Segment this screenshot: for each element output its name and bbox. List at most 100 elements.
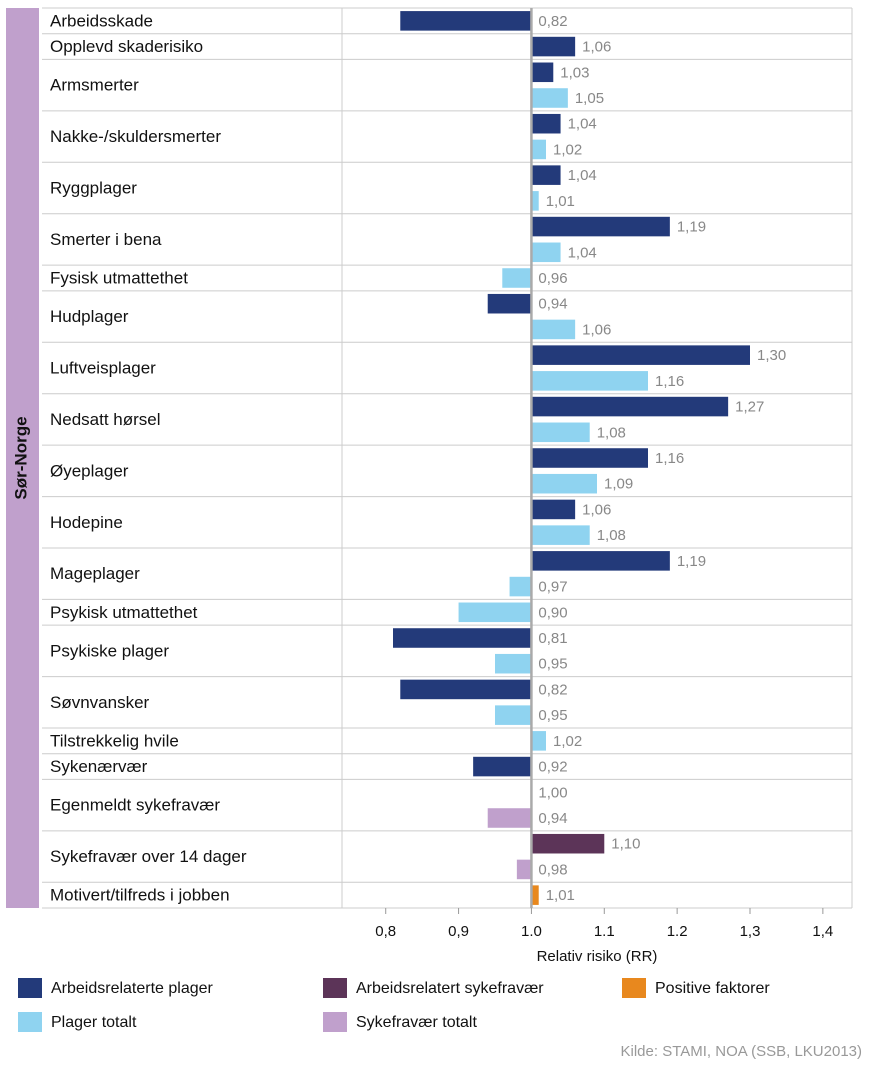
category-label: Motivert/tilfreds i jobben — [50, 886, 230, 905]
category-label: Sykefravær over 14 dager — [50, 847, 247, 866]
value-label: 1,06 — [582, 39, 611, 56]
value-label: 1,19 — [677, 553, 706, 570]
legend-swatch — [323, 978, 347, 998]
x-axis-title: Relativ risiko (RR) — [537, 948, 658, 965]
bar — [531, 62, 554, 83]
bar — [458, 602, 532, 623]
bar — [531, 422, 590, 443]
legend-label: Positive faktorer — [655, 980, 770, 997]
bar — [495, 653, 532, 674]
category-label: Tilstrekkelig hvile — [50, 731, 179, 750]
bar — [531, 396, 729, 417]
group-label: Sør-Norge — [11, 416, 30, 499]
bar — [531, 833, 605, 854]
category-label: Psykiske plager — [50, 641, 169, 660]
bar — [393, 628, 532, 648]
bar — [531, 113, 561, 134]
value-label: 0,97 — [538, 579, 567, 596]
value-label: 0,90 — [538, 604, 567, 621]
bar — [495, 705, 532, 725]
category-label: Luftveisplager — [50, 358, 156, 377]
value-label: 1,27 — [735, 399, 764, 416]
source: Kilde: STAMI, NOA (SSB, LKU2013) — [621, 1043, 862, 1060]
value-label: 1,02 — [553, 141, 582, 158]
value-label: 0,95 — [538, 707, 567, 724]
legend-swatch — [323, 1012, 347, 1032]
value-label: 1,01 — [546, 887, 575, 904]
category-label: Egenmeldt sykefravær — [50, 796, 220, 815]
bar — [509, 576, 532, 597]
value-label: 1,19 — [677, 219, 706, 236]
category-label: Ryggplager — [50, 178, 137, 197]
value-label: 1,04 — [568, 244, 597, 261]
bar — [531, 216, 670, 237]
category-label: Øyeplager — [50, 461, 129, 480]
bar — [400, 11, 532, 31]
x-tick-label: 1,3 — [740, 923, 761, 940]
value-label: 1,10 — [611, 836, 640, 853]
value-label: 1,30 — [757, 347, 786, 364]
value-label: 1,06 — [582, 501, 611, 518]
group-strip — [6, 8, 39, 908]
value-label: 0,81 — [538, 630, 567, 647]
bar — [531, 242, 561, 263]
legend-label: Plager totalt — [51, 1014, 137, 1031]
value-label: 1,08 — [597, 527, 626, 544]
category-label: Hodepine — [50, 513, 123, 532]
bar — [487, 808, 532, 828]
bar — [531, 499, 576, 520]
legend-label: Arbeidsrelaterte plager — [51, 980, 214, 997]
bar — [531, 731, 546, 751]
bar — [531, 165, 561, 185]
x-tick-label: 0,9 — [448, 923, 469, 940]
x-tick-label: 0,8 — [375, 923, 396, 940]
bar — [531, 191, 539, 211]
value-label: 0,92 — [538, 759, 567, 776]
value-label: 1,00 — [538, 784, 567, 801]
value-label: 1,16 — [655, 373, 684, 390]
category-label: Søvnvansker — [50, 693, 150, 712]
legend-swatch — [18, 1012, 42, 1032]
value-label: 1,01 — [546, 193, 575, 210]
legend-swatch — [18, 978, 42, 998]
bar — [531, 525, 590, 545]
bar — [531, 319, 576, 340]
value-label: 1,05 — [575, 90, 604, 107]
bar — [531, 88, 568, 108]
value-label: 1,04 — [568, 167, 597, 184]
category-label: Armsmerter — [50, 76, 139, 95]
bar — [531, 885, 539, 905]
category-label: Arbeidsskade — [50, 11, 153, 30]
bar — [487, 293, 532, 314]
x-tick-label: 1.1 — [594, 923, 615, 940]
value-label: 0,94 — [538, 810, 567, 827]
value-label: 1,06 — [582, 321, 611, 338]
category-label: Mageplager — [50, 564, 140, 583]
legend-label: Arbeidsrelatert sykefravær — [356, 980, 544, 997]
bar — [531, 371, 648, 391]
category-label: Psykisk utmattethet — [50, 603, 198, 622]
category-label: Sykenærvær — [50, 757, 148, 776]
category-label: Opplevd skaderisiko — [50, 37, 203, 56]
legend-swatch — [622, 978, 646, 998]
category-label: Smerter i bena — [50, 230, 162, 249]
value-label: 1,16 — [655, 450, 684, 467]
x-tick-label: 1.0 — [521, 923, 542, 940]
value-label: 1,02 — [553, 733, 582, 750]
bar — [531, 345, 750, 365]
value-label: 0,96 — [538, 270, 567, 287]
bar — [502, 268, 532, 288]
category-label: Nedsatt hørsel — [50, 410, 161, 429]
bar — [516, 859, 532, 880]
value-label: 0,98 — [538, 861, 567, 878]
x-tick-label: 1.2 — [667, 923, 688, 940]
value-label: 1,04 — [568, 116, 597, 133]
bar — [400, 679, 532, 700]
bar — [531, 139, 546, 160]
value-label: 0,82 — [538, 681, 567, 698]
x-tick-label: 1,4 — [812, 923, 833, 940]
value-label: 0,94 — [538, 296, 567, 313]
value-label: 0,82 — [538, 13, 567, 30]
bar — [473, 756, 532, 777]
